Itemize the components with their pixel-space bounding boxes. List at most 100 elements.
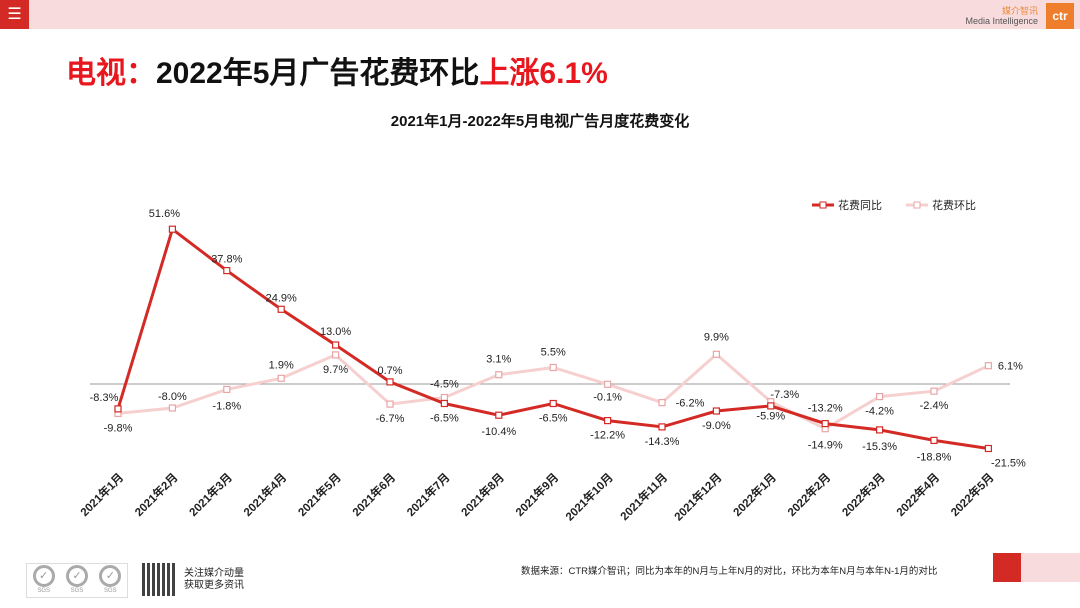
data-label: -8.0% — [158, 391, 187, 403]
data-label: -12.2% — [590, 430, 625, 442]
data-point — [168, 404, 176, 412]
data-label: -7.3% — [770, 389, 799, 401]
data-point — [440, 399, 448, 408]
data-point — [767, 402, 775, 410]
data-label: -21.5% — [991, 458, 1026, 470]
data-point — [712, 350, 721, 358]
x-tick-label: 2021年10月 — [562, 470, 615, 523]
data-label: 3.1% — [486, 354, 511, 366]
title-prefix: 电视： — [66, 57, 156, 90]
sgs-badge: ✓ SGS — [96, 565, 124, 596]
data-label: 9.9% — [704, 331, 729, 343]
sgs-badge-icon: ✓ — [99, 565, 122, 587]
data-point — [332, 351, 340, 359]
data-point — [930, 436, 938, 444]
data-point — [821, 420, 829, 428]
chart-title: 2021年1月-2022年5月电视广告月度花费变化 — [390, 113, 690, 130]
page-title: 电视：2022年5月广告花费环比上涨6.1% — [66, 48, 608, 92]
title-main: 2022年5月广告花费环比 — [156, 57, 480, 90]
data-label: -18.8% — [917, 451, 952, 463]
x-tick-label: 2022年5月 — [948, 470, 997, 519]
follow-text: 关注媒介动量 获取更多资讯 — [184, 568, 244, 592]
legend-marker — [819, 201, 827, 209]
hamburger-icon[interactable]: ☰ — [0, 0, 29, 29]
data-point — [495, 371, 503, 379]
data-label: -14.3% — [645, 436, 680, 448]
data-source: 数据来源：CTR媒介智讯；同比为本年的N月与上年N月的对比，环比为本年N月与本年… — [521, 566, 938, 577]
sgs-badge-icon: ✓ — [32, 565, 55, 587]
legend-label: 花费同比 — [838, 199, 882, 212]
legend-label: 花费环比 — [932, 199, 976, 212]
data-label: -5.9% — [756, 411, 785, 423]
brand-en: Media Intelligence — [965, 16, 1038, 26]
data-label: 0.7% — [377, 365, 402, 377]
data-label: 51.6% — [149, 208, 180, 220]
data-label: -6.7% — [376, 413, 405, 425]
data-point — [223, 385, 231, 393]
decor-pink-block — [1021, 553, 1080, 582]
data-point — [603, 417, 612, 425]
x-tick-label: 2022年2月 — [785, 470, 834, 519]
data-point — [984, 362, 993, 370]
x-tick-label: 2021年4月 — [241, 470, 290, 519]
title-highlight: 上涨6.1% — [479, 57, 608, 90]
data-point — [386, 378, 394, 386]
data-point — [930, 387, 938, 395]
follow-line1: 关注媒介动量 — [184, 568, 244, 579]
legend-marker — [913, 201, 921, 209]
data-point — [549, 363, 557, 372]
data-label: -6.5% — [539, 413, 568, 425]
data-point — [658, 423, 666, 431]
sgs-badge: ✓ SGS — [30, 565, 58, 596]
data-label: -10.4% — [481, 426, 516, 438]
qr-code-icon — [142, 563, 175, 596]
data-label: 1.9% — [269, 359, 294, 371]
x-tick-label: 2021年6月 — [349, 470, 398, 519]
x-tick-label: 2021年2月 — [132, 470, 181, 519]
top-bar — [0, 0, 1080, 29]
sgs-badge-icon: ✓ — [65, 565, 88, 587]
data-point — [875, 393, 884, 401]
brand-cn: 媒介智讯 — [1001, 6, 1038, 16]
sgs-label: SGS — [103, 588, 117, 594]
x-tick-label: 2022年3月 — [839, 470, 888, 519]
data-point — [495, 411, 503, 419]
data-point — [440, 393, 448, 402]
data-label: -0.1% — [593, 391, 622, 403]
x-tick-label: 2022年1月 — [730, 470, 779, 519]
data-label: 13.0% — [320, 326, 351, 338]
data-label: -1.8% — [212, 400, 241, 412]
data-label: -15.3% — [862, 441, 897, 453]
data-label: 24.9% — [266, 292, 297, 304]
sgs-badge: ✓ SGS — [63, 565, 91, 596]
sgs-label: SGS — [70, 588, 84, 594]
data-point — [984, 444, 993, 453]
follow-line2: 获取更多资讯 — [184, 580, 244, 591]
line-chart: -9.8% -8.0% -1.8% 1.9% 9.7% -6.7% -4.5% 3.1% 5.5… — [77, 199, 1026, 524]
x-tick-label: 2022年4月 — [893, 470, 942, 519]
data-label: 6.1% — [998, 361, 1023, 373]
x-tick-label: 2021年11月 — [617, 470, 670, 523]
data-point — [386, 400, 394, 408]
data-label: 5.5% — [541, 347, 566, 359]
sgs-label: SGS — [37, 588, 50, 594]
ctr-logo: ctr — [1046, 3, 1074, 29]
data-label: -8.3% — [90, 392, 119, 404]
data-label: -13.2% — [808, 403, 843, 415]
data-point — [332, 341, 340, 349]
x-tick-label: 2021年5月 — [295, 470, 344, 519]
data-label: -6.2% — [676, 398, 705, 410]
data-point — [875, 426, 884, 434]
data-point — [658, 399, 666, 407]
data-label: -6.5% — [430, 413, 459, 425]
data-point — [114, 405, 122, 413]
x-tick-label: 2021年9月 — [513, 470, 562, 519]
data-point — [277, 305, 285, 313]
data-point — [277, 374, 285, 382]
x-tick-label: 2021年8月 — [458, 470, 507, 519]
certification-badges: ✓ SGS ✓ SGS ✓ SGS — [26, 563, 128, 598]
brand: 媒介智讯 Media Intelligence — [965, 6, 1038, 26]
data-point — [549, 399, 557, 408]
data-point — [603, 380, 612, 388]
x-tick-label: 2021年1月 — [77, 470, 126, 519]
